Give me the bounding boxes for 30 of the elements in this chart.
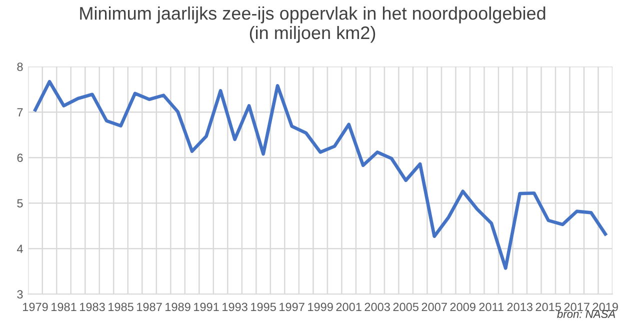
- x-tick-label: 2005: [393, 302, 418, 312]
- x-tick-label: 1983: [80, 302, 105, 312]
- x-tick-label: 1981: [52, 302, 76, 312]
- x-tick-label: 1997: [280, 302, 304, 312]
- x-tick-label: 2007: [422, 302, 447, 312]
- x-tick-label: 1995: [251, 302, 276, 312]
- x-tick-label: 1989: [166, 302, 190, 312]
- x-tick-label: 1985: [108, 302, 134, 312]
- y-tick-label: 7: [17, 108, 23, 116]
- y-tick-label: 4: [16, 244, 23, 253]
- chart-title: Minimum jaarlijks zee-ijs oppervlak in het noordpoolgebied (in miljoen km2): [80, 6, 546, 43]
- x-tick-label: 1987: [137, 302, 162, 312]
- x-tick-label: 2015: [536, 302, 561, 312]
- y-tick-label: 3: [17, 290, 23, 299]
- x-tick-label: 2001: [336, 302, 362, 312]
- x-tick-label: 2019: [592, 302, 618, 312]
- x-tick-label: 1991: [194, 302, 219, 312]
- x-tick-label: 1979: [23, 302, 48, 312]
- x-tick-label: 2003: [364, 302, 390, 312]
- x-tick-label: 1993: [222, 302, 248, 312]
- y-tick-label: 8: [17, 62, 23, 72]
- y-tick-label: 5: [17, 199, 23, 208]
- y-tick-label: 6: [17, 154, 23, 162]
- x-tick-label: 2009: [450, 302, 476, 312]
- x-tick-label: 2017: [564, 302, 590, 312]
- x-tick-label: 2013: [507, 302, 532, 312]
- text: bron: NASA: [557, 310, 616, 318]
- x-tick-label: 1999: [308, 302, 333, 312]
- x-tick-label: 2011: [479, 302, 504, 312]
- line-series: [34, 80, 608, 270]
